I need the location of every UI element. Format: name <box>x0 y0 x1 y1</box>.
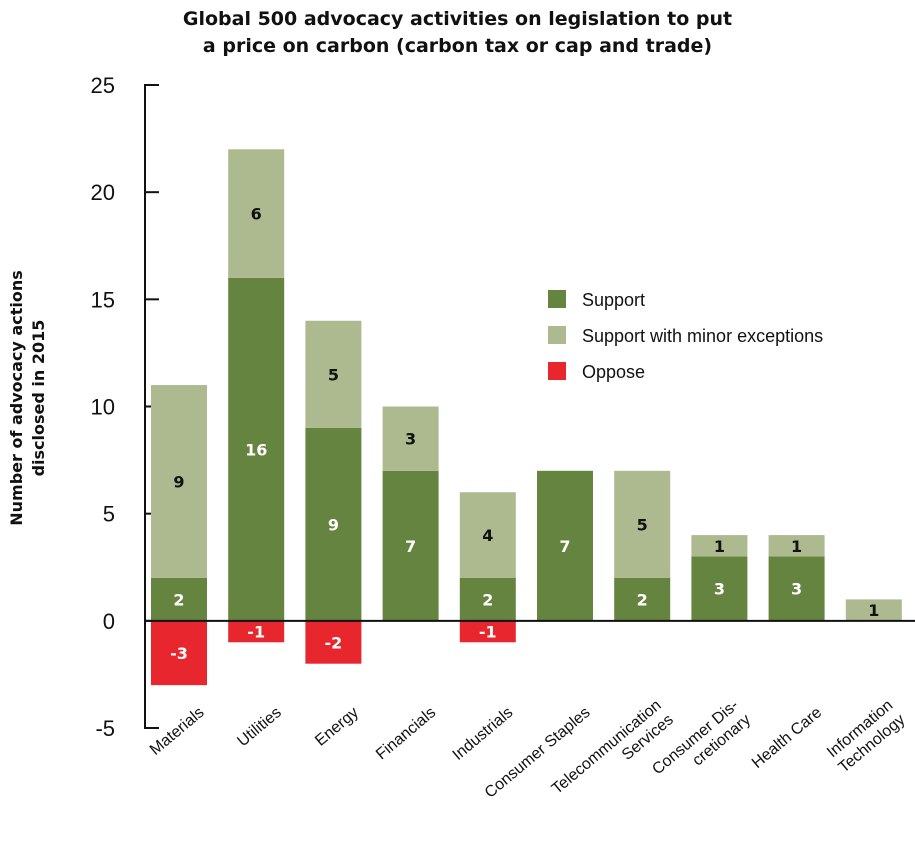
data-label: 4 <box>482 526 493 545</box>
data-label: 5 <box>637 515 648 534</box>
y-axis-label-line: disclosed in 2015 <box>29 320 48 477</box>
legend-label: Support <box>582 290 645 310</box>
y-tick-label: 0 <box>103 609 115 634</box>
chart-title: Global 500 advocacy activities on legisl… <box>182 8 733 57</box>
data-label: 7 <box>559 537 570 556</box>
bar-support-minor-exceptions <box>382 406 439 471</box>
x-tick-label-line: Financials <box>373 704 439 763</box>
x-tick-label: Utilities <box>234 704 284 750</box>
legend-swatch <box>548 290 566 308</box>
data-label: 3 <box>791 580 802 599</box>
data-label: 3 <box>405 430 416 449</box>
x-tick-label-line: Energy <box>312 704 362 750</box>
data-label: -2 <box>325 633 343 652</box>
bar-support <box>228 277 285 621</box>
bar-support <box>459 577 516 621</box>
bar-support <box>768 556 825 621</box>
data-label: 9 <box>173 473 184 492</box>
bar-support <box>691 556 748 621</box>
x-tick-label-line: Industrials <box>450 704 517 764</box>
bar-support-minor-exceptions <box>768 535 825 557</box>
data-label: 3 <box>714 580 725 599</box>
x-tick-label: TelecommunicationServices <box>549 697 677 813</box>
bar-support <box>151 577 207 621</box>
bar-support-minor-exceptions <box>459 492 516 578</box>
legend-swatch <box>548 326 566 344</box>
bar-oppose <box>305 620 362 664</box>
bar-support <box>614 577 671 621</box>
bar-oppose <box>151 620 207 686</box>
bar-support-minor-exceptions <box>151 385 207 578</box>
x-tick-label-line: Health Care <box>749 704 825 772</box>
data-label: -1 <box>479 623 497 642</box>
bar-support <box>382 470 439 621</box>
bar-support-minor-exceptions <box>614 470 671 578</box>
y-tick-label: 20 <box>91 180 115 205</box>
data-label: -1 <box>247 623 265 642</box>
x-tick-label: Financials <box>373 704 439 763</box>
bar-support-minor-exceptions <box>691 535 748 557</box>
data-label: 1 <box>714 537 725 556</box>
bar-support <box>305 427 362 621</box>
bar-oppose <box>459 620 516 643</box>
bar-oppose <box>228 620 285 643</box>
y-tick-label: 5 <box>103 502 115 527</box>
y-tick-label: -5 <box>95 716 115 741</box>
x-tick-label: Energy <box>312 704 362 750</box>
x-tick-label-line: Materials <box>147 704 208 759</box>
data-label: 7 <box>405 537 416 556</box>
x-tick-label: InformationTechnology <box>823 697 908 777</box>
bar-support <box>537 470 593 621</box>
data-label: 5 <box>328 365 339 384</box>
data-label: -3 <box>170 644 188 663</box>
bar-support-minor-exceptions <box>228 149 285 278</box>
x-tick-label-line: Utilities <box>234 704 284 750</box>
data-label: 6 <box>251 205 262 224</box>
legend-label: Support with minor exceptions <box>582 326 823 346</box>
x-tick-label: Health Care <box>749 704 825 772</box>
y-tick-label: 10 <box>91 395 115 420</box>
data-label: 2 <box>482 590 493 609</box>
legend-label: Oppose <box>582 362 645 382</box>
data-label: 16 <box>245 440 267 459</box>
data-label: 2 <box>173 590 184 609</box>
x-tick-label: Materials <box>147 704 208 759</box>
y-axis-label-line: Number of advocacy actions <box>7 270 26 526</box>
x-tick-label: Industrials <box>450 704 517 764</box>
y-tick-label: 15 <box>91 287 115 312</box>
data-label: 2 <box>637 590 648 609</box>
data-label: 1 <box>791 537 802 556</box>
y-tick-label: 25 <box>91 73 115 98</box>
data-label: 9 <box>328 515 339 534</box>
bar-support-minor-exceptions <box>845 599 902 621</box>
y-axis-label: Number of advocacy actions disclosed in 2… <box>7 270 48 526</box>
data-label: 1 <box>868 601 879 620</box>
legend-swatch <box>548 362 566 380</box>
bar-support-minor-exceptions <box>305 320 362 428</box>
